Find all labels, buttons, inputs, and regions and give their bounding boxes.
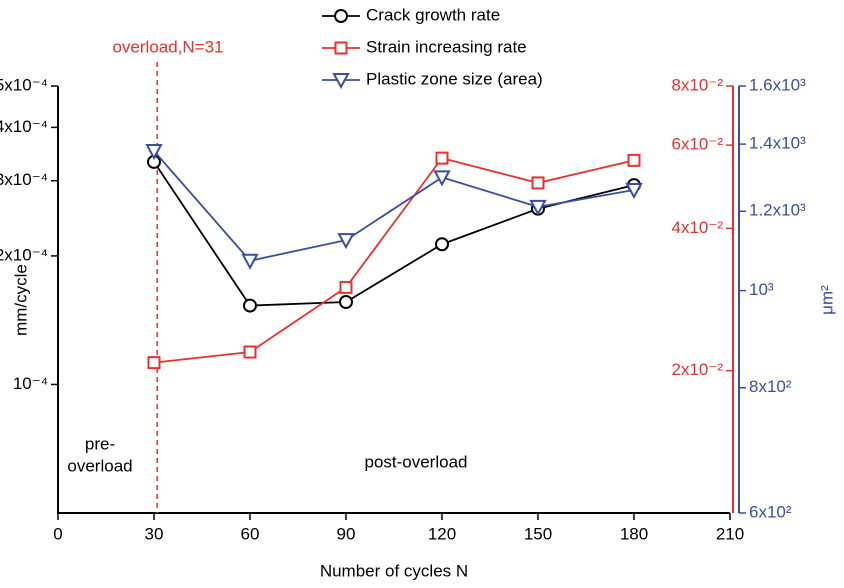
- pre-label: pre-: [85, 434, 115, 453]
- point: [339, 280, 353, 294]
- point: [531, 176, 545, 190]
- legend-label: Crack growth rate: [366, 5, 500, 24]
- legend-label: Plastic zone size (area): [366, 69, 543, 88]
- x-tick-label: 180: [620, 524, 648, 543]
- y2ticks-label: 2x10⁻²: [672, 360, 724, 379]
- point: [435, 151, 449, 165]
- series-line: [153, 157, 635, 364]
- y3ticks-label: 1.6x10³: [749, 75, 806, 94]
- point: [147, 356, 161, 370]
- point: [241, 253, 259, 270]
- point: [433, 170, 451, 187]
- series-line: [153, 150, 635, 262]
- yticks-label: 3x10⁻⁴: [0, 170, 48, 189]
- x-tick-label: 90: [337, 524, 356, 543]
- legend-label: Strain increasing rate: [366, 37, 527, 56]
- x-axis-label: Number of cycles N: [320, 561, 468, 580]
- y3ticks-label: 6x10²: [749, 502, 792, 521]
- y-axis-label: mm/cycle: [11, 264, 30, 336]
- legend-marker: [334, 41, 348, 55]
- point: [625, 183, 643, 200]
- yticks-label: 4x10⁻⁴: [0, 117, 48, 136]
- yticks-label: 5x10⁻⁴: [0, 75, 48, 94]
- point: [627, 153, 641, 167]
- post-label: post-overload: [364, 452, 467, 471]
- y3-axis-label: μm²: [817, 285, 836, 315]
- y3ticks-label: 1.2x10³: [749, 201, 806, 220]
- pre-label: overload: [67, 456, 132, 475]
- x-tick-label: 120: [428, 524, 456, 543]
- y3ticks-label: 8x10²: [749, 377, 792, 396]
- point: [435, 237, 449, 252]
- x-tick-label: 60: [241, 524, 260, 543]
- legend-marker: [332, 73, 350, 90]
- y2ticks-label: 8x10⁻²: [672, 75, 724, 94]
- x-tick-label: 0: [53, 524, 62, 543]
- y2ticks-label: 4x10⁻²: [672, 218, 724, 237]
- point: [243, 345, 257, 359]
- point: [145, 144, 163, 161]
- legend-marker: [334, 9, 348, 23]
- yticks-label: 10⁻⁴: [13, 374, 48, 393]
- x-tick-label: 30: [145, 524, 164, 543]
- point: [243, 298, 257, 313]
- yticks-label: 2x10⁻⁴: [0, 245, 48, 264]
- x-tick-label: 210: [716, 524, 744, 543]
- point: [339, 294, 353, 309]
- x-tick-label: 150: [524, 524, 552, 543]
- y2ticks-label: 6x10⁻²: [672, 135, 724, 154]
- point: [529, 199, 547, 217]
- point: [337, 233, 355, 250]
- overload-label: overload,N=31: [112, 37, 223, 56]
- y3ticks-label: 10³: [749, 280, 774, 299]
- y3ticks-label: 1.4x10³: [749, 134, 806, 153]
